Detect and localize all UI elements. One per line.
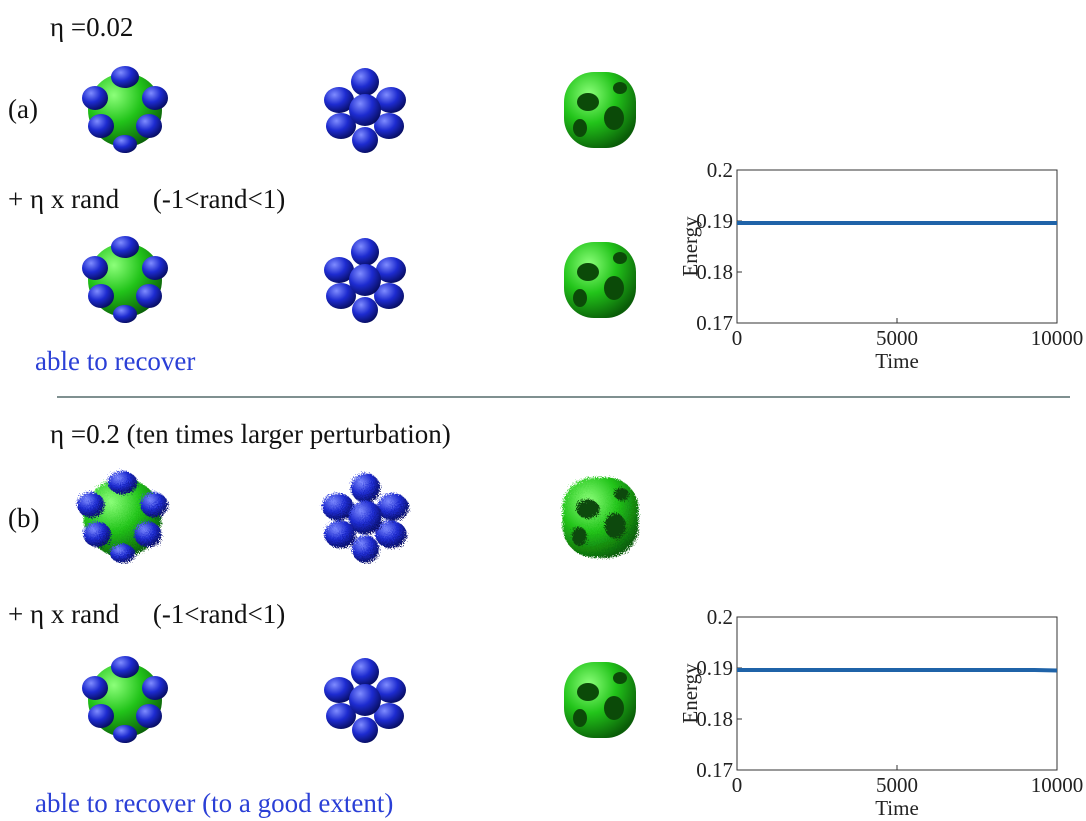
figure: η =0.02 (a) + η x rand (-1<rand<1) able …: [0, 0, 1086, 821]
x-tick-label: 0: [732, 773, 743, 797]
x-tick-label: 5000: [876, 326, 918, 350]
y-tick-label: 0.2: [707, 158, 733, 182]
data-line: [737, 670, 1057, 671]
y-tick-label: 0.2: [707, 605, 733, 629]
panel-header: η =0.2 (ten times larger perturbation): [50, 419, 451, 449]
renders: [77, 66, 638, 743]
result-note: able to recover (to a good extent): [35, 788, 393, 818]
x-axis-label: Time: [875, 796, 919, 820]
x-tick-label: 5000: [876, 773, 918, 797]
x-tick-label: 10000: [1031, 773, 1084, 797]
y-tick-label: 0.17: [696, 311, 733, 335]
y-axis-label: Energy: [678, 216, 702, 277]
x-tick-label: 10000: [1031, 326, 1084, 350]
y-axis-label: Energy: [678, 663, 702, 724]
panel-label: (a): [8, 94, 38, 124]
x-axis-label: Time: [875, 349, 919, 373]
result-note: able to recover: [35, 346, 195, 376]
panel-header: η =0.02: [50, 12, 133, 42]
plot-frame: [737, 170, 1057, 323]
y-tick-label: 0.17: [696, 758, 733, 782]
panel-label: (b): [8, 503, 39, 533]
x-tick-label: 0: [732, 326, 743, 350]
perturbation-note: + η x rand (-1<rand<1): [8, 599, 285, 629]
plot-frame: [737, 617, 1057, 770]
perturbation-note: + η x rand (-1<rand<1): [8, 184, 285, 214]
